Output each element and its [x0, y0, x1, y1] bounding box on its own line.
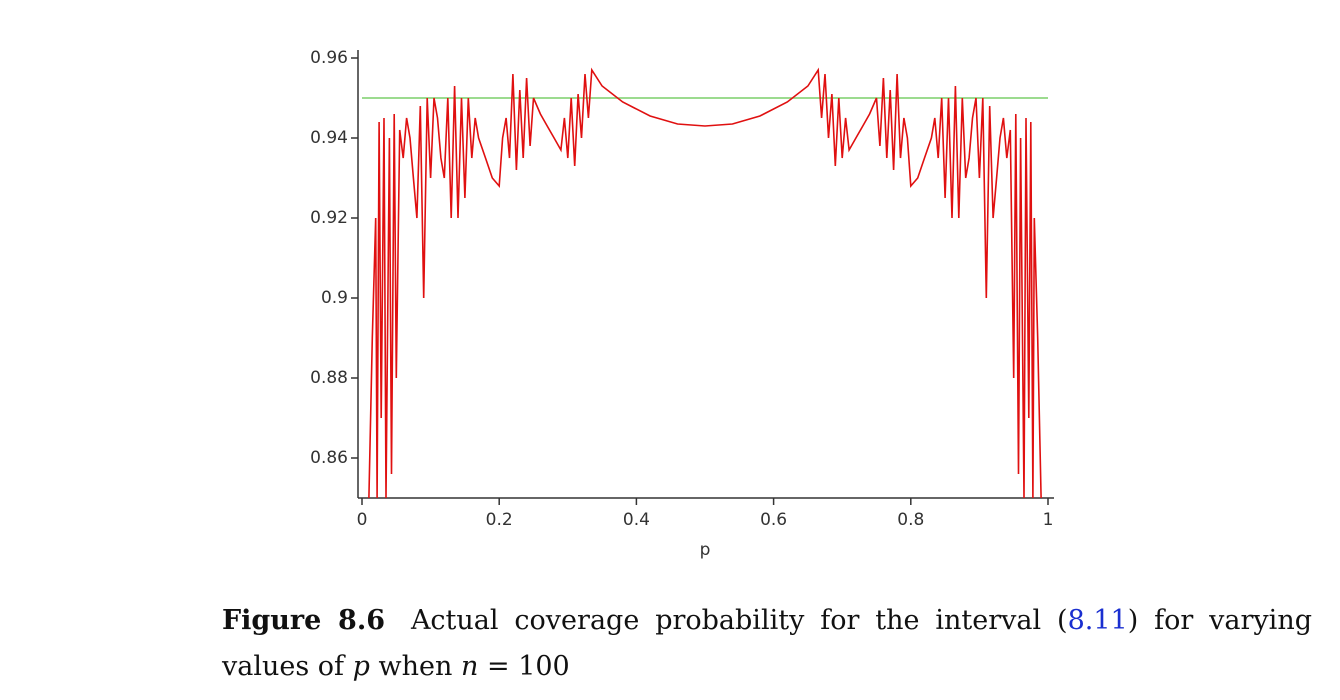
y-tick-label: 0.88 — [310, 368, 348, 388]
series-line — [368, 67, 1042, 499]
x-tick-label: 0 — [357, 510, 368, 530]
y-tick-label: 0.9 — [321, 288, 348, 308]
y-tick-label: 0.96 — [310, 48, 348, 68]
equation-ref: 8.11 — [1067, 605, 1128, 636]
x-tick-label: 0.2 — [486, 510, 513, 530]
y-tick-label: 0.92 — [310, 208, 348, 228]
caption-text: when — [378, 651, 453, 682]
caption-text: = 100 — [486, 651, 570, 682]
x-tick-label: 1 — [1043, 510, 1054, 530]
x-tick-label: 0.8 — [897, 510, 924, 530]
chart: p 0.86 0.88 0.9 0.92 0.94 0.96 0 0.2 0.4 0.6 0.8 1 — [310, 48, 1054, 560]
caption-text: Actual coverage probability for the inte… — [410, 605, 1068, 636]
caption-var: p — [352, 651, 370, 682]
x-tick-label: 0.4 — [623, 510, 650, 530]
caption-text: ) for varying values of — [222, 605, 1312, 682]
caption: Figure 8.6 Actual coverage probability f… — [222, 598, 1312, 690]
caption-var: n — [461, 651, 479, 682]
y-tick-label: 0.86 — [310, 448, 348, 468]
figure-label: Figure 8.6 — [222, 605, 386, 636]
x-axis-label: p — [700, 540, 711, 560]
x-tick-label: 0.6 — [760, 510, 787, 530]
y-tick-label: 0.94 — [310, 128, 348, 148]
